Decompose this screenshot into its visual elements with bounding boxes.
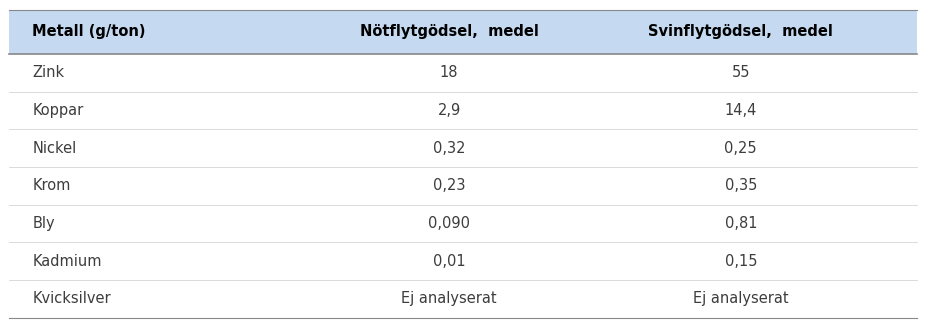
- Text: 18: 18: [440, 65, 458, 80]
- Text: 14,4: 14,4: [725, 103, 757, 118]
- Text: Svinflytgödsel,  medel: Svinflytgödsel, medel: [648, 24, 833, 39]
- Text: Kadmium: Kadmium: [32, 254, 102, 269]
- Text: Ej analyserat: Ej analyserat: [401, 291, 497, 306]
- Text: Zink: Zink: [32, 65, 65, 80]
- Text: 0,81: 0,81: [724, 216, 757, 231]
- Text: Bly: Bly: [32, 216, 55, 231]
- Text: 0,32: 0,32: [432, 141, 466, 156]
- Text: Metall (g/ton): Metall (g/ton): [32, 24, 146, 39]
- Text: 0,35: 0,35: [725, 178, 757, 193]
- Text: 0,01: 0,01: [432, 254, 466, 269]
- Text: Krom: Krom: [32, 178, 70, 193]
- Text: Koppar: Koppar: [32, 103, 83, 118]
- Text: Nötflytgödsel,  medel: Nötflytgödsel, medel: [359, 24, 539, 39]
- Text: 55: 55: [732, 65, 750, 80]
- Text: 0,23: 0,23: [432, 178, 466, 193]
- Text: 0,090: 0,090: [428, 216, 470, 231]
- Text: 0,15: 0,15: [724, 254, 757, 269]
- Bar: [9, 10, 917, 54]
- Text: Nickel: Nickel: [32, 141, 77, 156]
- Text: 2,9: 2,9: [437, 103, 461, 118]
- Text: Kvicksilver: Kvicksilver: [32, 291, 111, 306]
- Text: Ej analyserat: Ej analyserat: [693, 291, 789, 306]
- Text: 0,25: 0,25: [724, 141, 757, 156]
